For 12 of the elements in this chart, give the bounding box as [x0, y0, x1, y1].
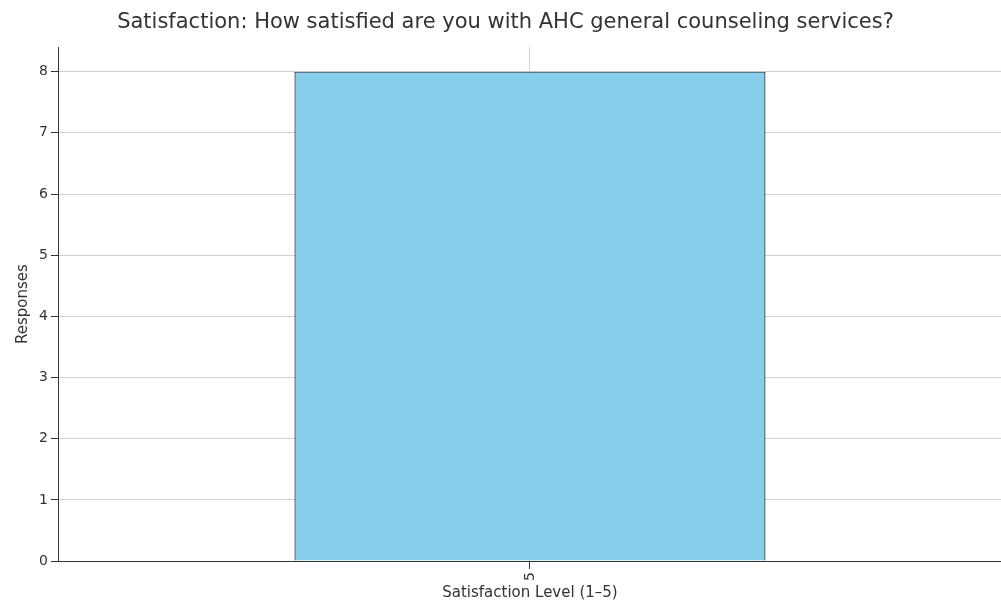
x-axis-title: Satisfaction Level (1–5) [442, 582, 618, 601]
y-tick-label: 1 [38, 490, 48, 507]
y-tick-label: 6 [38, 184, 48, 201]
y-tick-label: 4 [38, 307, 48, 324]
chart-title: Satisfaction: How satisfied are you with AHC general counseling services? [117, 9, 894, 34]
y-tick-label: 0 [38, 551, 48, 568]
y-tick-label: 8 [38, 62, 48, 79]
y-tick-label: 7 [38, 123, 48, 140]
y-axis-title: Responses [12, 264, 31, 345]
y-tick-label: 5 [38, 245, 48, 262]
y-tick-label: 3 [38, 368, 48, 385]
y-tick-label: 2 [38, 429, 48, 446]
